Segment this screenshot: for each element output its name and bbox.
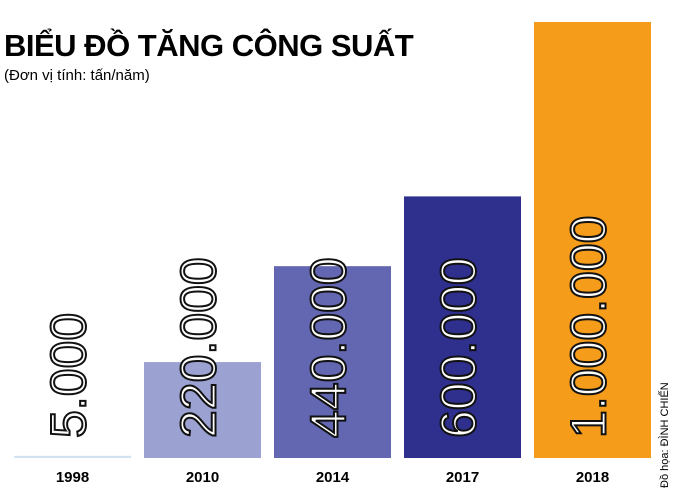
x-tick-label: 2010 — [186, 469, 219, 486]
x-tick-label: 2014 — [316, 469, 350, 486]
value-label: 440.000 — [301, 257, 357, 438]
value-label: 5.000 — [41, 313, 97, 438]
credit: Đồ họa: ĐÌNH CHIẾN — [658, 382, 671, 488]
chart-title: BIỂU ĐỒ TĂNG CÔNG SUẤT — [4, 27, 414, 63]
bar — [534, 22, 651, 458]
bar — [404, 196, 521, 458]
value-label: 1.000.000 — [561, 216, 617, 438]
x-tick-label: 2017 — [446, 469, 479, 486]
x-tick-label: 1998 — [56, 469, 89, 486]
bar — [144, 362, 261, 458]
value-label: 220.000 — [171, 257, 227, 438]
bar — [274, 266, 391, 458]
value-label: 600.000 — [431, 257, 487, 438]
chart-subtitle: (Đơn vị tính: tấn/năm) — [4, 67, 150, 84]
bar — [14, 455, 131, 458]
x-tick-label: 2018 — [576, 469, 609, 486]
